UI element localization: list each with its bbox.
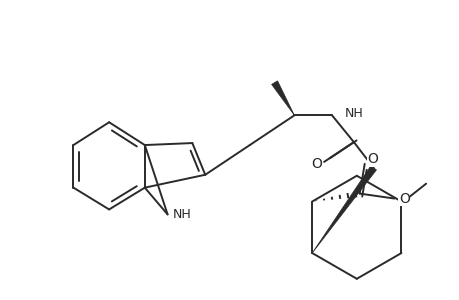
Text: NH: NH bbox=[344, 107, 363, 120]
Text: O: O bbox=[366, 152, 377, 166]
Text: O: O bbox=[398, 191, 409, 206]
Text: O: O bbox=[310, 157, 321, 171]
Text: NH: NH bbox=[172, 208, 191, 221]
Polygon shape bbox=[271, 81, 294, 115]
Polygon shape bbox=[312, 166, 375, 253]
